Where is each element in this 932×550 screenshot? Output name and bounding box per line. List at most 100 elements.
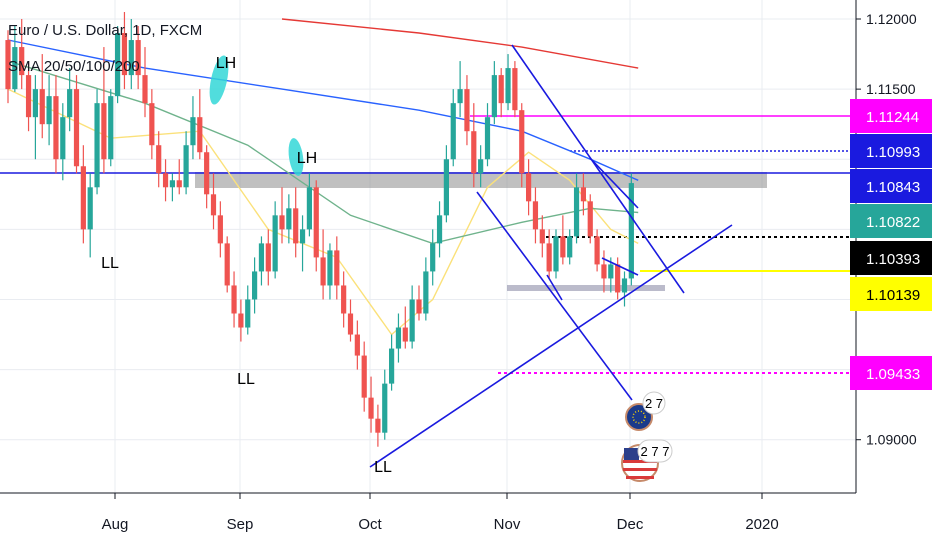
candle-body: [505, 68, 511, 104]
candle: [46, 75, 52, 146]
price-labels: 1.11244 1.10993 1.10843 1.10822 1.10393 1.101…: [850, 99, 932, 390]
candle: [546, 229, 552, 279]
time-tick-label: Aug: [102, 516, 129, 533]
candle-body: [286, 208, 292, 230]
candle: [299, 215, 306, 272]
price-label-bg: [850, 204, 932, 238]
price-ticks: 1.12000 1.11500 1.09000: [856, 11, 917, 448]
candle-body: [464, 89, 470, 132]
candle: [279, 187, 285, 244]
candle-body: [5, 40, 11, 90]
candle-body: [560, 236, 566, 258]
candle-body: [306, 187, 312, 230]
candle-body: [382, 383, 388, 433]
candle: [73, 75, 80, 174]
candle: [320, 229, 326, 300]
price-label-text: 1.10393: [866, 251, 920, 268]
candle: [272, 201, 278, 279]
candle-body: [204, 152, 210, 195]
candle: [183, 131, 189, 195]
candle: [5, 30, 11, 104]
price-label-bg: [850, 356, 932, 390]
candle-body: [224, 243, 230, 286]
candle-body: [197, 117, 203, 153]
candle-body: [621, 278, 628, 293]
candle: [258, 236, 265, 286]
event-label-2: 2 7 7: [641, 444, 670, 459]
candle: [457, 61, 463, 118]
candle: [567, 229, 573, 265]
trendline-short-3: [546, 274, 563, 301]
price-label-1.10139: 1.10139: [850, 277, 932, 311]
candles: [5, 12, 634, 447]
price-label-bg: [850, 99, 932, 133]
candle: [60, 103, 66, 181]
candle-body: [60, 117, 66, 160]
candle: [190, 96, 196, 160]
price-label-1.09433: 1.09433: [850, 356, 932, 390]
candle: [115, 26, 121, 104]
candle-body: [183, 145, 189, 188]
candle-body: [313, 187, 319, 258]
time-tick-label: Nov: [494, 516, 521, 533]
candle-body: [587, 201, 593, 237]
candle: [334, 236, 340, 300]
candle: [347, 299, 354, 342]
candle-body: [108, 96, 114, 160]
candle-body: [423, 271, 429, 314]
candle: [430, 229, 436, 286]
candle-body: [245, 299, 251, 328]
candle-body: [491, 75, 497, 118]
candle-body: [443, 159, 449, 216]
candle: [580, 173, 586, 216]
candle-body: [601, 264, 607, 279]
candle-body: [608, 264, 614, 279]
annotation-ll: LL: [237, 371, 255, 388]
candle: [615, 257, 621, 300]
candle-body: [553, 236, 559, 272]
candle: [80, 145, 86, 244]
candle-body: [265, 243, 271, 272]
candle: [12, 26, 18, 92]
price-label-1.10393: 1.10393: [850, 241, 932, 275]
candle-body: [101, 103, 107, 160]
candle-body: [67, 89, 73, 118]
price-label-bg: [850, 277, 932, 311]
chart-indicator: SMA 20/50/100/200: [8, 58, 140, 75]
candle-body: [142, 75, 148, 104]
us-flag-icon: [621, 444, 659, 482]
candle: [231, 271, 237, 328]
candle-body: [272, 215, 278, 272]
price-label-1.11244: 1.11244: [850, 99, 932, 133]
event-label-1: 2 7: [645, 396, 663, 411]
candle-body: [320, 257, 326, 286]
candle: [519, 103, 525, 188]
candle: [217, 201, 223, 258]
candle: [19, 19, 25, 90]
candle-body: [334, 250, 340, 286]
candle: [197, 89, 203, 160]
candle: [67, 68, 73, 132]
candle-body: [162, 173, 169, 188]
candle-body: [471, 131, 477, 174]
candle-body: [231, 285, 237, 314]
price-label-bg: [850, 169, 932, 203]
highlight-ellipse-2: [288, 138, 304, 176]
candle-body: [299, 229, 306, 244]
price-label-1.10993: 1.10993: [850, 134, 932, 168]
candle-body: [567, 236, 573, 258]
candle-body: [156, 145, 162, 174]
candle: [505, 54, 511, 111]
time-ticks: Aug Sep Oct Nov Dec 2020: [102, 493, 779, 533]
candle-body: [169, 180, 175, 188]
candle: [443, 145, 449, 223]
candle: [341, 271, 347, 328]
event-badge-1: 2 7: [642, 391, 666, 415]
candle: [121, 12, 128, 90]
price-label-bg: [850, 241, 932, 275]
candle: [436, 201, 443, 258]
candle-body: [190, 117, 196, 146]
candle: [327, 243, 333, 300]
candle: [621, 271, 628, 307]
